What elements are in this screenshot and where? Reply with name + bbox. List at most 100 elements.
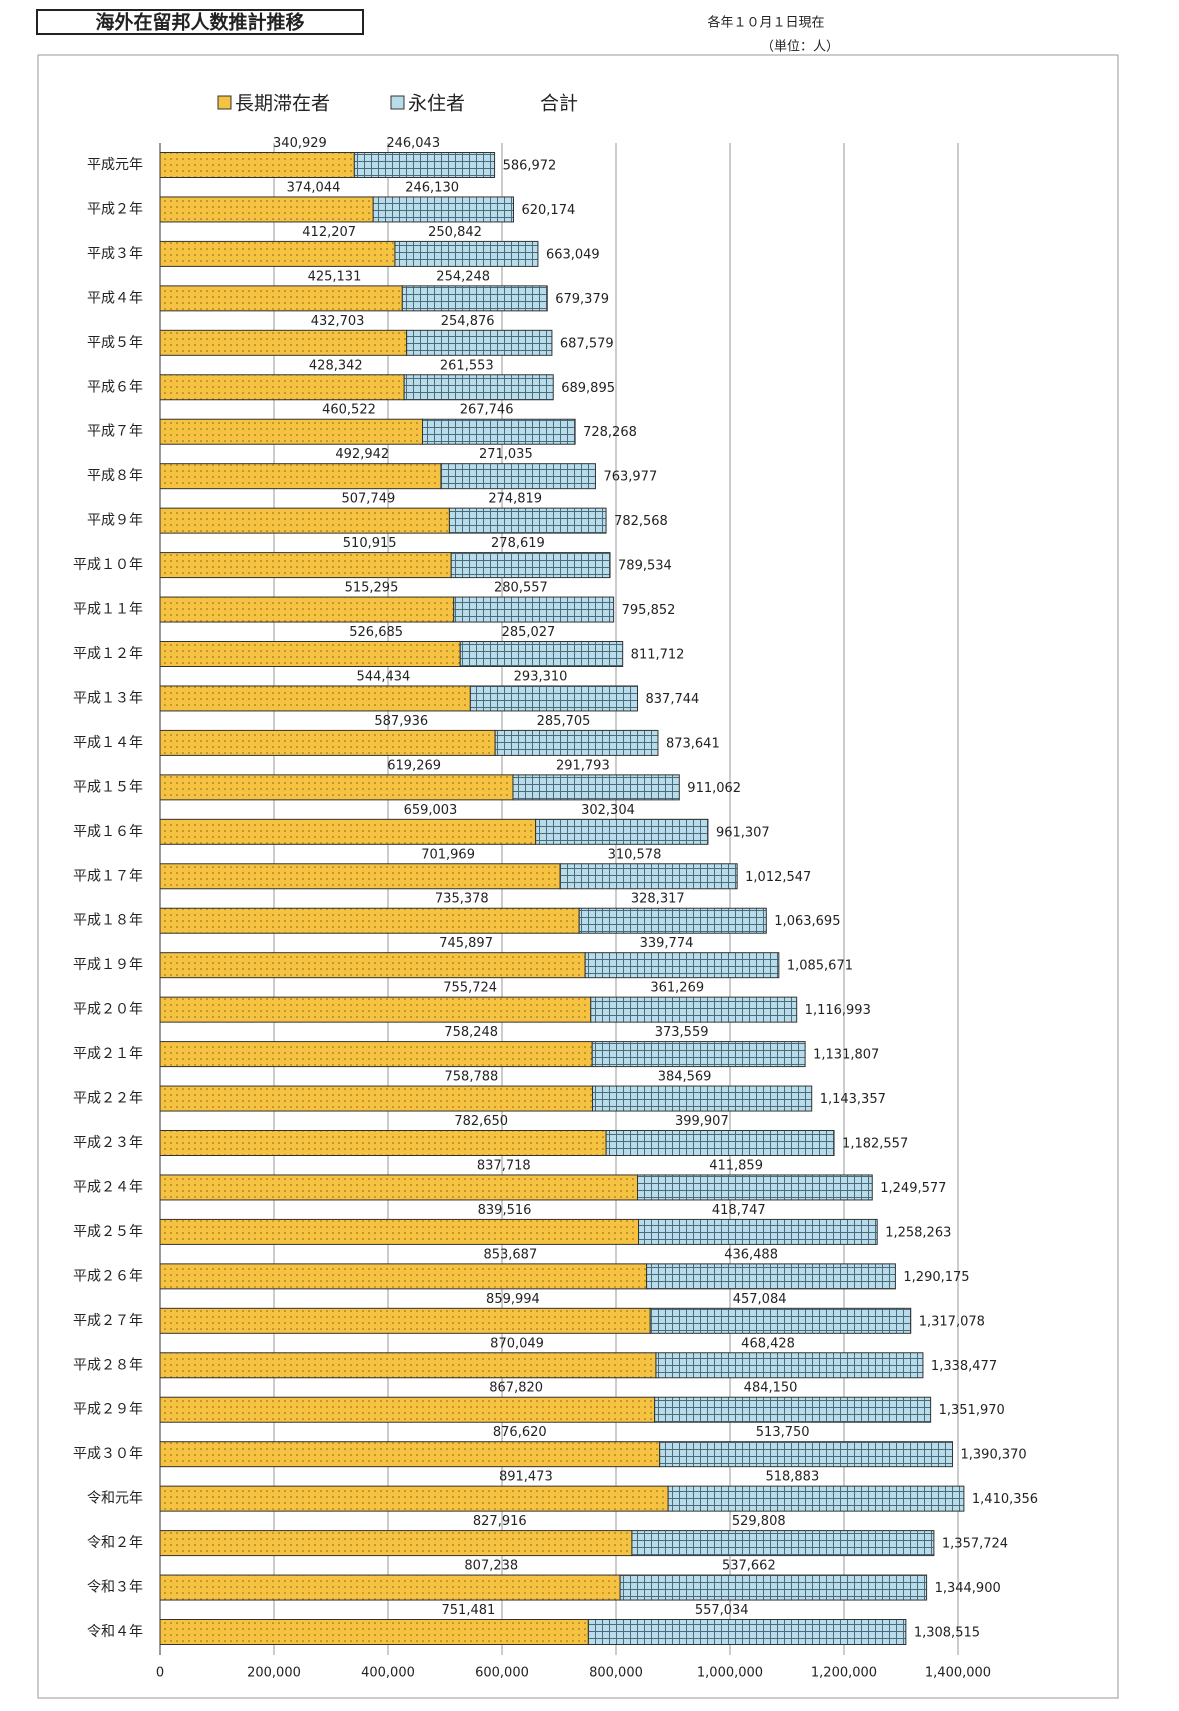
total-label: 1,063,695 <box>774 914 840 929</box>
bar-segment <box>450 552 611 579</box>
bar-segment <box>159 1307 651 1334</box>
x-tick-label: 600,000 <box>475 1666 529 1681</box>
data-label: 529,808 <box>732 1514 786 1529</box>
bar-segment <box>638 1218 878 1245</box>
y-tick-label: 平成２３年 <box>73 1135 143 1151</box>
y-tick-label: 平成５年 <box>87 335 143 351</box>
total-label: 782,568 <box>614 514 668 529</box>
total-label: 1,085,671 <box>787 959 853 974</box>
total-label: 679,379 <box>555 292 609 307</box>
data-label: 267,746 <box>460 403 514 418</box>
total-label: 620,174 <box>521 203 575 218</box>
bar-segment <box>459 641 624 667</box>
data-label: 619,269 <box>387 758 441 773</box>
y-tick-label: 平成４年 <box>87 290 143 306</box>
data-label: 510,915 <box>343 536 397 551</box>
bar-segment <box>159 507 450 534</box>
data-label: 373,559 <box>655 1025 709 1040</box>
bar-segment <box>453 596 615 623</box>
total-label: 911,062 <box>687 781 741 796</box>
bar-segment <box>592 1085 813 1112</box>
y-tick-label: 平成２２年 <box>73 1091 143 1107</box>
data-label: 280,557 <box>494 581 548 596</box>
bar-segment <box>353 152 496 178</box>
bar-segment <box>159 1619 589 1645</box>
bar-segment <box>372 196 514 223</box>
data-label: 837,718 <box>477 1158 531 1173</box>
data-label: 411,859 <box>709 1158 763 1173</box>
total-label: 586,972 <box>503 159 557 174</box>
data-label: 587,936 <box>374 714 428 729</box>
bar-segment <box>159 1263 648 1290</box>
data-label: 701,969 <box>421 847 475 862</box>
bar-segment <box>587 1619 907 1645</box>
data-label: 457,084 <box>733 1292 787 1307</box>
data-label: 518,883 <box>765 1470 819 1485</box>
bar-segment <box>159 1174 638 1201</box>
bar-segment <box>159 641 461 667</box>
y-tick-label: 平成１４年 <box>73 735 143 751</box>
bar-segment <box>659 1441 954 1468</box>
unit: （単位：人） <box>761 39 839 55</box>
data-label: 484,150 <box>744 1381 798 1396</box>
x-tick-label: 1,000,000 <box>697 1666 763 1681</box>
total-label: 1,317,078 <box>919 1314 985 1329</box>
bar-segment <box>494 729 659 756</box>
bar-segment <box>159 418 423 445</box>
total-label: 1,410,356 <box>972 1492 1038 1507</box>
bar-segment <box>159 1218 640 1245</box>
bar-segment <box>159 1085 594 1112</box>
bar-segment <box>159 463 442 490</box>
data-label: 507,749 <box>341 492 395 507</box>
y-tick-label: 平成２９年 <box>73 1402 143 1418</box>
bar-segment <box>654 1396 932 1423</box>
chart-title: 海外在留邦人数推計推移 <box>95 11 304 34</box>
total-label: 1,012,547 <box>745 870 811 885</box>
data-label: 492,942 <box>335 447 389 462</box>
y-tick-label: 平成６年 <box>87 379 143 395</box>
data-label: 755,724 <box>443 981 497 996</box>
data-label: 254,876 <box>441 314 495 329</box>
bar-segment <box>584 952 780 979</box>
total-label: 728,268 <box>583 425 637 440</box>
data-label: 278,619 <box>491 536 545 551</box>
data-label: 418,747 <box>712 1203 766 1218</box>
total-label: 1,258,263 <box>885 1225 951 1240</box>
bar-segment <box>159 685 471 712</box>
legend-swatch <box>217 95 232 110</box>
total-label: 687,579 <box>560 336 614 351</box>
bar-segment <box>159 1574 621 1601</box>
bar-segment <box>159 1396 656 1423</box>
data-label: 302,304 <box>581 803 635 818</box>
bar-segment <box>649 1307 912 1334</box>
data-label: 859,994 <box>486 1292 540 1307</box>
data-label: 399,907 <box>675 1114 729 1129</box>
bar-segment <box>578 907 767 934</box>
bar-segment <box>590 996 798 1023</box>
bar-segment <box>559 863 738 890</box>
data-label: 460,522 <box>322 403 376 418</box>
data-label: 436,488 <box>724 1247 778 1262</box>
data-label: 412,207 <box>302 225 356 240</box>
bar-segment <box>394 240 539 267</box>
data-label: 384,569 <box>658 1070 712 1085</box>
data-label: 374,044 <box>287 180 341 195</box>
y-tick-label: 平成２６年 <box>73 1268 143 1284</box>
bar-segment <box>159 152 355 178</box>
legend-swatch <box>390 95 405 110</box>
bar-segment <box>159 818 537 845</box>
total-label: 663,049 <box>546 247 600 262</box>
total-label: 1,308,515 <box>914 1626 980 1641</box>
data-label: 839,516 <box>478 1203 532 1218</box>
data-label: 271,035 <box>479 447 533 462</box>
y-tick-label: 令和元年 <box>87 1491 143 1507</box>
total-label: 789,534 <box>618 559 672 574</box>
total-label: 837,744 <box>646 692 700 707</box>
data-label: 782,650 <box>454 1114 508 1129</box>
total-label: 961,307 <box>716 825 770 840</box>
y-tick-label: 令和４年 <box>87 1624 143 1640</box>
legend-label: 永住者 <box>408 93 465 115</box>
total-label: 689,895 <box>561 381 615 396</box>
data-label: 285,027 <box>502 625 556 640</box>
bar-segment <box>159 1485 669 1512</box>
